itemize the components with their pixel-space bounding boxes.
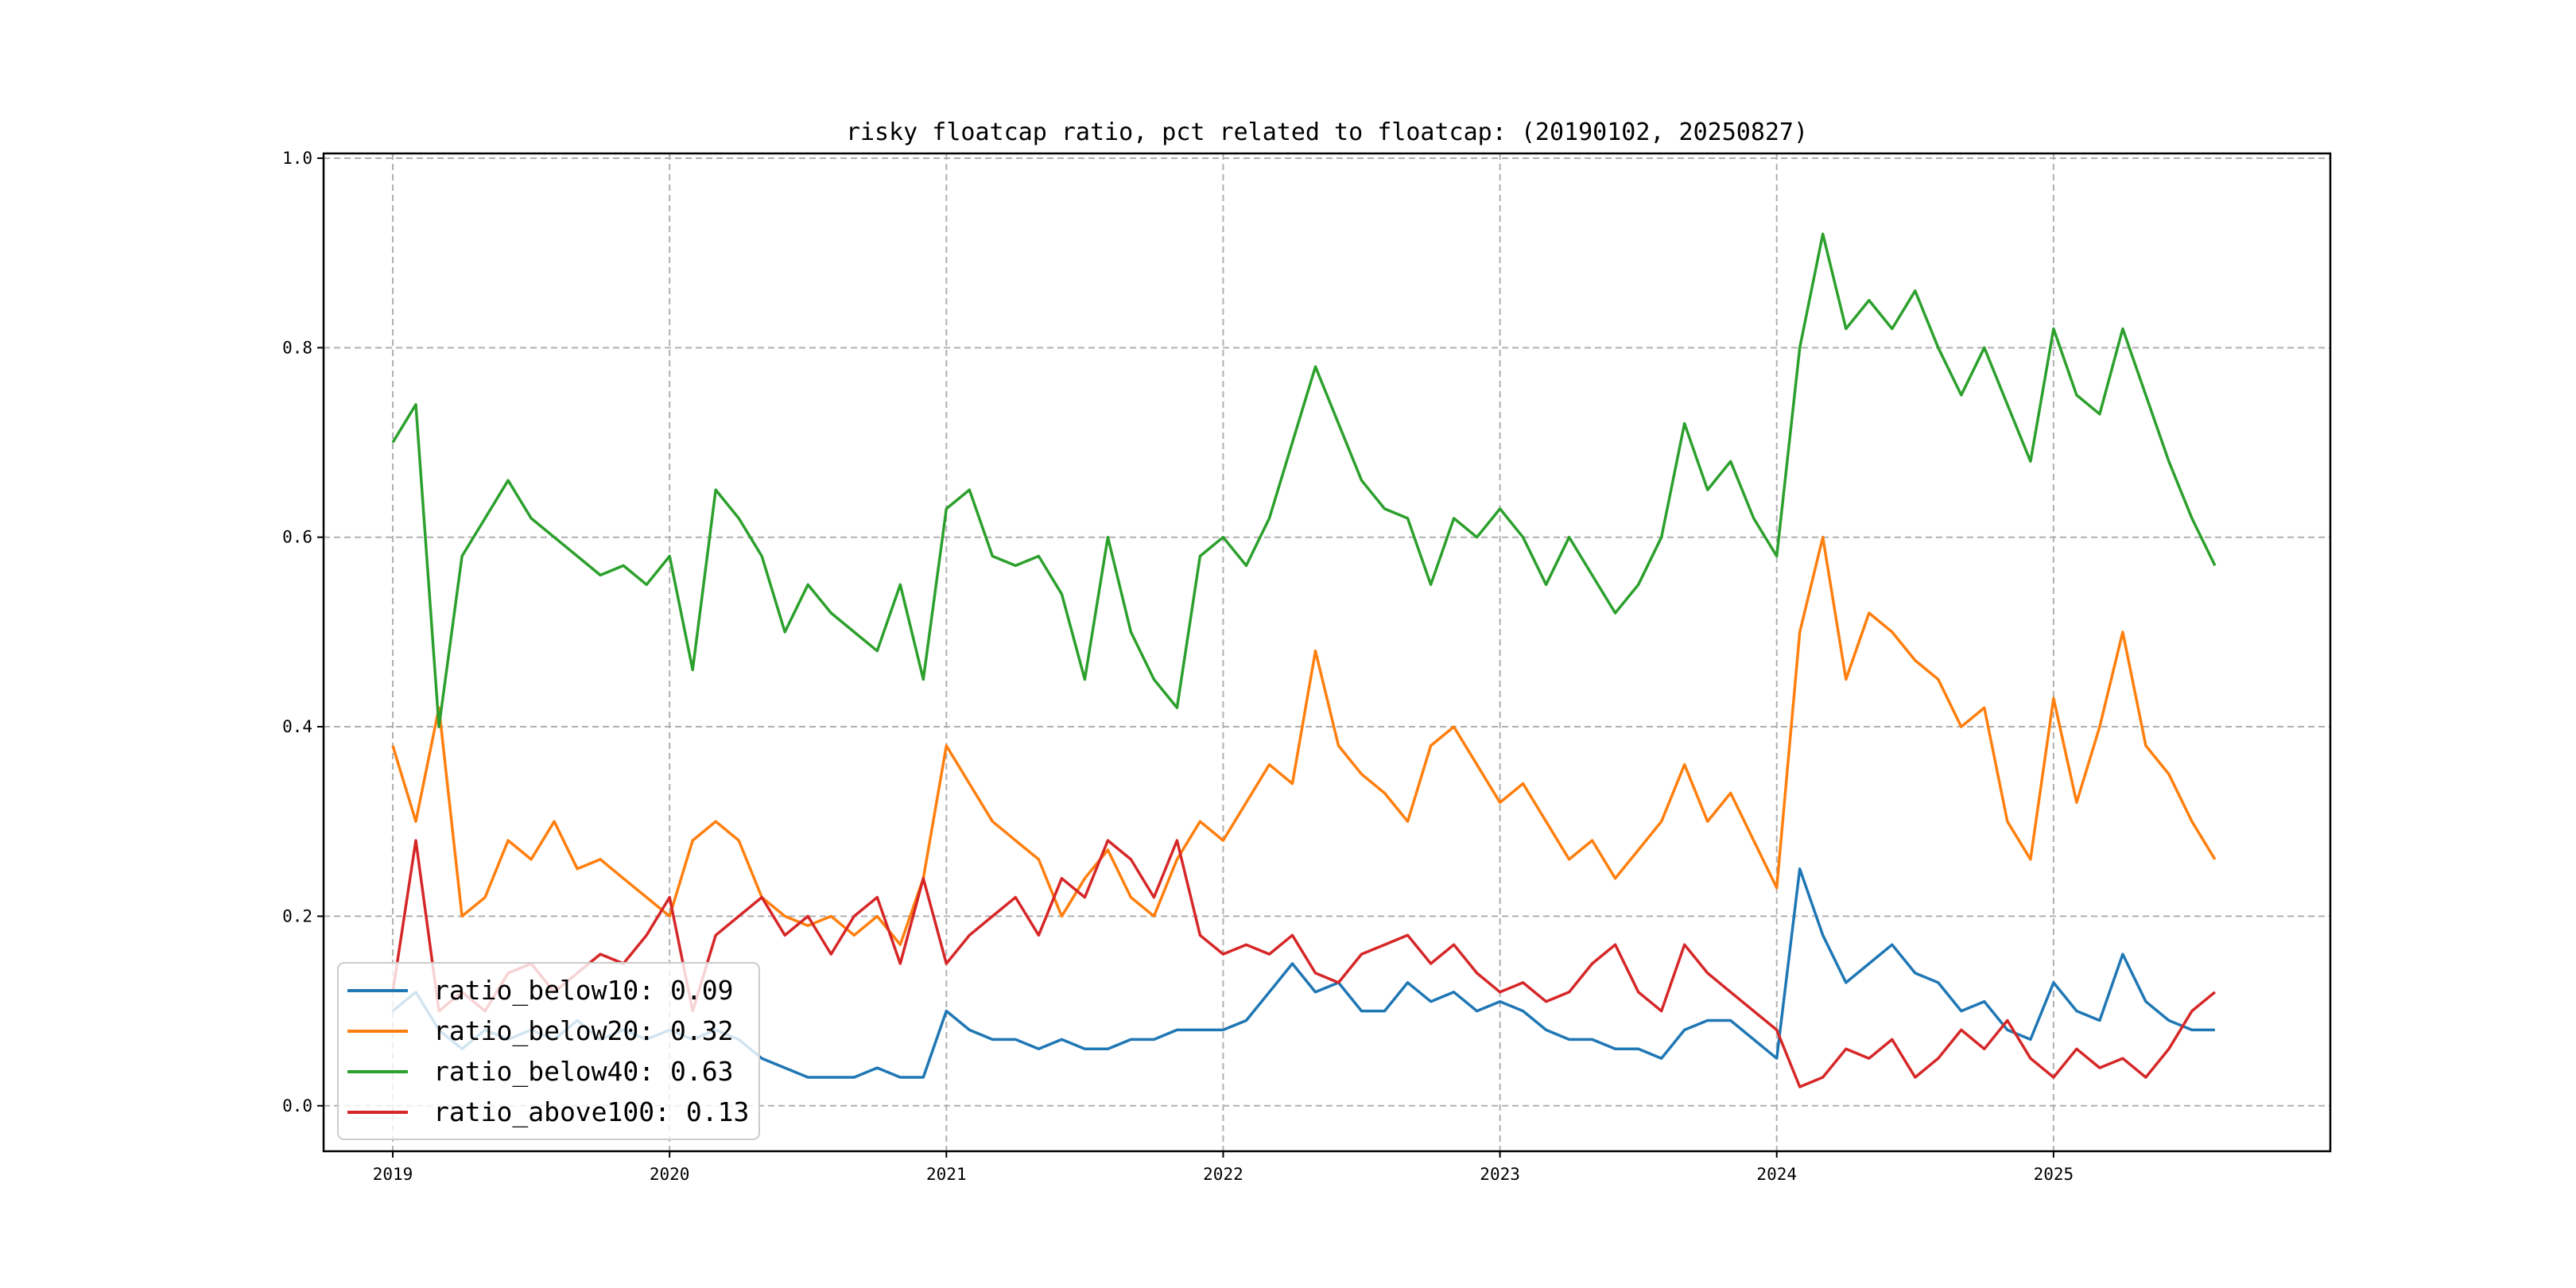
x-tick-label: 2025	[2034, 1165, 2074, 1184]
y-tick-label: 0.8	[282, 338, 312, 357]
series-line-ratio-below40	[391, 232, 2217, 728]
axis-ticks: 2019 2020 2021 2022 2023 2024 2025 0.0 0.2 0.4 0.6…	[282, 149, 2074, 1184]
y-tick-label: 0.0	[282, 1096, 312, 1115]
y-tick-label: 0.4	[282, 717, 312, 736]
legend-label: ratio_above100: 0.13	[433, 1096, 749, 1128]
legend-label: ratio_below20: 0.32	[433, 1015, 734, 1047]
y-tick-label: 0.2	[282, 906, 312, 925]
legend: ratio_below10: 0.09 ratio_below20: 0.32 ra…	[337, 962, 760, 1140]
series-line-ratio-below20	[391, 535, 2217, 946]
x-tick-label: 2020	[650, 1165, 690, 1184]
x-tick-label: 2021	[926, 1165, 967, 1184]
x-tick-label: 2019	[373, 1165, 413, 1184]
x-tick-label: 2024	[1756, 1165, 1797, 1184]
chart-title: risky floatcap ratio, pct related to flo…	[846, 118, 1808, 146]
y-tick-label: 0.6	[282, 528, 312, 547]
axes-frame	[322, 152, 2332, 1153]
x-tick-label: 2023	[1480, 1165, 1520, 1184]
y-tick-label: 1.0	[282, 149, 312, 168]
x-tick-label: 2022	[1203, 1165, 1243, 1184]
legend-box	[337, 962, 760, 1140]
legend-label: ratio_below40: 0.63	[433, 1056, 734, 1088]
legend-label: ratio_below10: 0.09	[433, 975, 734, 1007]
